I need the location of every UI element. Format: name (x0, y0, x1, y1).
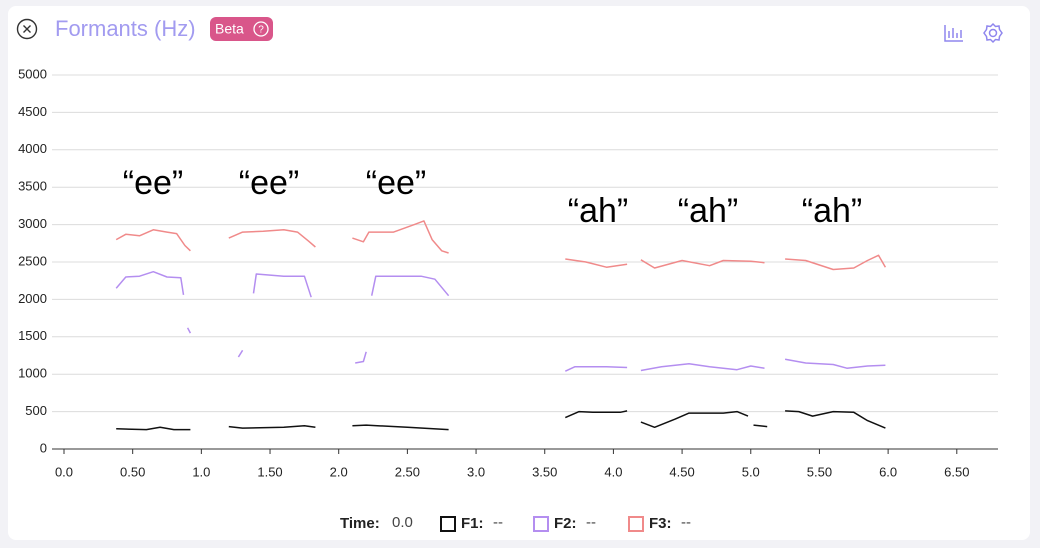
y-tick-label: 2000 (18, 291, 47, 306)
y-tick-label: 0 (40, 440, 47, 455)
formant-line (115, 220, 887, 271)
x-tick-label: 1.0 (192, 464, 210, 479)
x-tick-label: 6.50 (944, 464, 969, 479)
y-tick-label: 500 (25, 403, 47, 418)
x-tick-label: 6.0 (879, 464, 897, 479)
annotation: “ah” (568, 192, 628, 230)
x-tick-label: 2.0 (330, 464, 348, 479)
badge-text: Beta (215, 21, 244, 37)
x-tick-label: 3.50 (532, 464, 557, 479)
help-icon[interactable]: ? (253, 21, 269, 37)
y-tick-label: 5000 (18, 66, 47, 81)
x-tick-label: 4.50 (669, 464, 694, 479)
svg-text:?: ? (258, 25, 264, 36)
legend-swatch (628, 516, 644, 532)
y-tick-label: 4000 (18, 141, 47, 156)
legend-readout: -- (681, 514, 691, 531)
annotation: “ah” (678, 192, 738, 230)
x-tick-label: 2.50 (395, 464, 420, 479)
y-tick-label: 2500 (18, 253, 47, 268)
x-tick-label: 5.50 (807, 464, 832, 479)
y-tick-label: 3500 (18, 179, 47, 194)
legend-label: F3: (649, 515, 672, 532)
legend-readout: -- (493, 514, 503, 531)
y-tick-label: 1500 (18, 328, 47, 343)
chart-icon[interactable] (944, 25, 963, 42)
plot: 0 500 1000 1500 2000 2500 3000 3500 4000 4500 5000… (18, 66, 998, 479)
legend-swatch (440, 516, 456, 532)
y-tick-label: 1000 (18, 366, 47, 381)
annotation: “ah” (802, 192, 862, 230)
x-tick-label: 4.0 (604, 464, 622, 479)
x-tick-label: 3.0 (467, 464, 485, 479)
title: Formants (Hz) (55, 16, 196, 41)
time-label: Time: (340, 515, 380, 532)
x-tick-label: 0.0 (55, 464, 73, 479)
x-tick-label: 5.0 (742, 464, 760, 479)
x-tick-label: 0.50 (120, 464, 145, 479)
legend-label: F1: (461, 515, 484, 532)
time-value: 0.0 (392, 514, 413, 531)
settings-icon[interactable] (983, 22, 1003, 44)
footer: Time: 0.0 F1: -- F2: -- F3: -- (340, 514, 691, 532)
annotation: “ee” (123, 164, 183, 202)
legend-swatch (533, 516, 549, 532)
annotation: “ee” (239, 164, 299, 202)
close-button[interactable] (16, 18, 38, 40)
card (8, 6, 1030, 540)
annotation: “ee” (366, 164, 426, 202)
x-tick-label: 1.50 (257, 464, 282, 479)
legend-readout: -- (586, 514, 596, 531)
y-tick-label: 4500 (18, 104, 47, 119)
formant-line (116, 410, 886, 431)
formant-line (115, 270, 886, 372)
y-tick-label: 3000 (18, 216, 47, 231)
legend-label: F2: (554, 515, 577, 532)
